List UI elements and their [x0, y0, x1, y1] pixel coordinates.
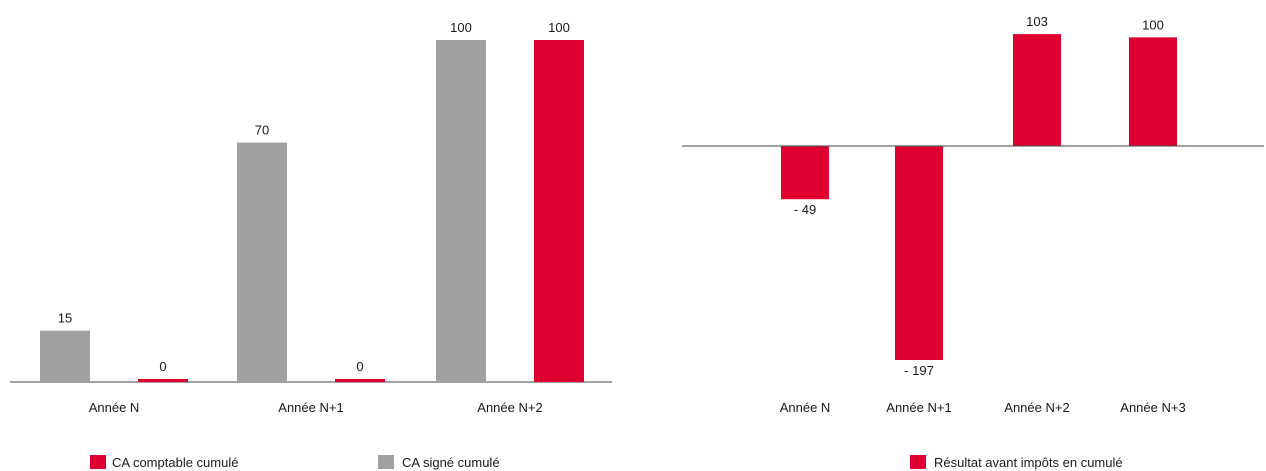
- right-chart-bar: [1129, 37, 1177, 146]
- right-chart-bar: [1013, 34, 1061, 146]
- right-chart-bar: [781, 146, 829, 200]
- left-legend-swatch: [378, 455, 394, 469]
- left-legend-label: CA signé cumulé: [402, 455, 500, 470]
- left-chart-category-label: Année N+2: [477, 400, 542, 415]
- left-chart-bar: [138, 379, 188, 382]
- left-legend-label: CA comptable cumulé: [112, 455, 238, 470]
- right-chart-category-label: Année N: [780, 400, 831, 415]
- right-chart-value-label: 100: [1142, 17, 1164, 32]
- left-chart-value-label: 70: [255, 123, 269, 138]
- right-legend-label: Résultat avant impôts en cumulé: [934, 455, 1123, 470]
- left-chart-bar: [436, 40, 486, 382]
- left-chart-bar: [237, 142, 287, 382]
- left-chart-value-label: 15: [58, 311, 72, 326]
- right-chart-value-label: - 49: [794, 202, 816, 217]
- left-chart-value-label: 100: [450, 20, 472, 35]
- right-chart-category-label: Année N+2: [1004, 400, 1069, 415]
- left-chart-bar: [335, 379, 385, 382]
- right-chart-category-label: Année N+1: [886, 400, 951, 415]
- left-chart-value-label: 100: [548, 20, 570, 35]
- right-chart-value-label: - 197: [904, 363, 934, 378]
- left-legend-swatch: [90, 455, 106, 469]
- left-chart-bar: [534, 40, 584, 382]
- right-legend-swatch: [910, 455, 926, 469]
- right-chart-bar: [895, 146, 943, 360]
- left-chart-category-label: Année N+1: [278, 400, 343, 415]
- left-chart-value-label: 0: [159, 359, 166, 374]
- left-chart-category-label: Année N: [89, 400, 140, 415]
- right-chart-value-label: 103: [1026, 14, 1048, 29]
- right-chart-category-label: Année N+3: [1120, 400, 1185, 415]
- left-chart-value-label: 0: [356, 359, 363, 374]
- left-chart-bar: [40, 330, 90, 382]
